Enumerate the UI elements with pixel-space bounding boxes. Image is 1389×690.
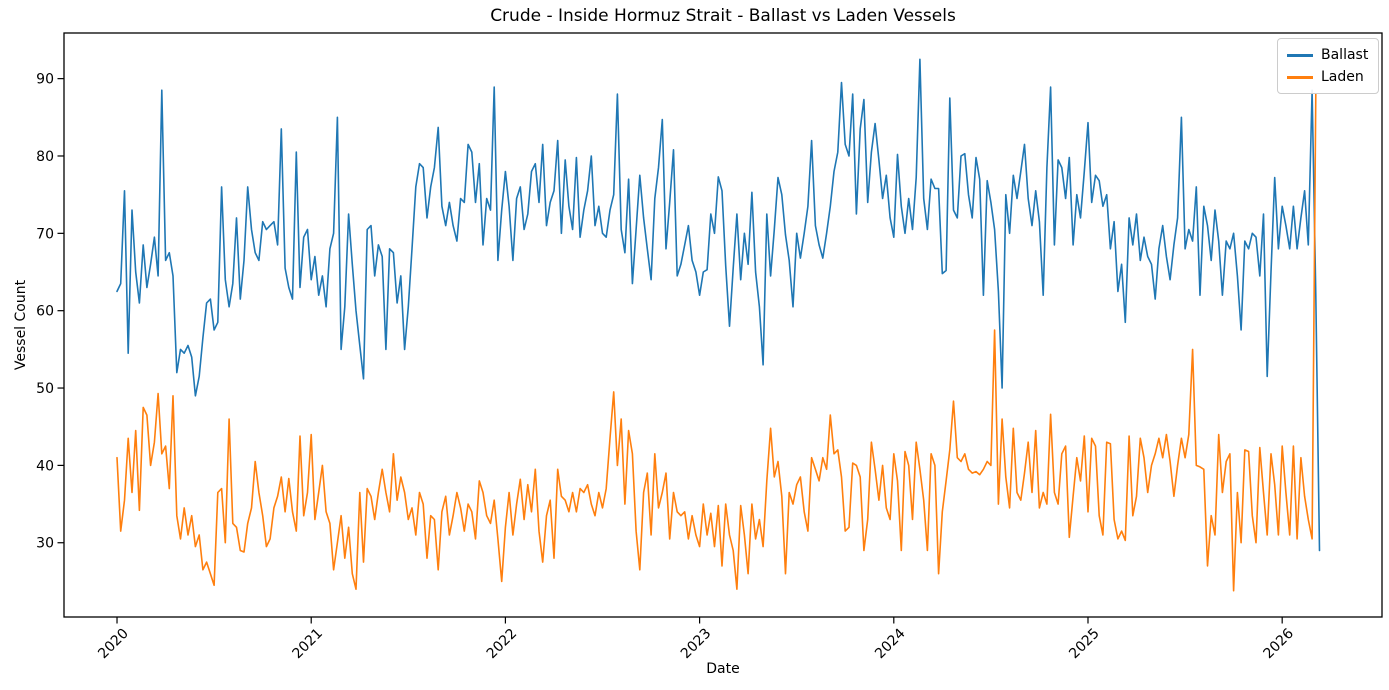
- y-tick-label: 60: [36, 304, 54, 320]
- x-tick-label: 2025: [1066, 626, 1103, 663]
- axes-frame: [63, 32, 1383, 618]
- x-axis-label: Date: [706, 661, 740, 677]
- y-tick-label: 70: [36, 226, 54, 242]
- legend-item-ballast: Ballast: [1287, 44, 1368, 66]
- chart-title: Crude - Inside Hormuz Strait - Ballast v…: [490, 6, 956, 26]
- y-tick-label: 80: [36, 149, 54, 165]
- x-tick-label: 2020: [95, 626, 132, 663]
- x-tick-label: 2023: [678, 626, 715, 663]
- legend-label-laden: Laden: [1321, 69, 1364, 85]
- x-tick-label: 2026: [1260, 625, 1297, 662]
- x-tick-label: 2022: [484, 626, 521, 663]
- y-tick-label: 50: [36, 381, 54, 397]
- ballast-line: [116, 58, 1321, 552]
- y-tick-label: 30: [36, 536, 54, 552]
- y-tick-label: 40: [36, 458, 54, 474]
- laden-line-swatch: [1287, 75, 1313, 79]
- y-tick-label: 90: [36, 72, 54, 88]
- x-tick-label: 2024: [872, 625, 909, 662]
- laden-line: [116, 93, 1317, 592]
- legend-item-laden: Laden: [1287, 66, 1368, 88]
- x-tick-label: 2021: [290, 626, 327, 663]
- legend: Ballast Laden: [1277, 38, 1380, 94]
- ballast-line-swatch: [1287, 53, 1313, 57]
- legend-label-ballast: Ballast: [1321, 47, 1369, 63]
